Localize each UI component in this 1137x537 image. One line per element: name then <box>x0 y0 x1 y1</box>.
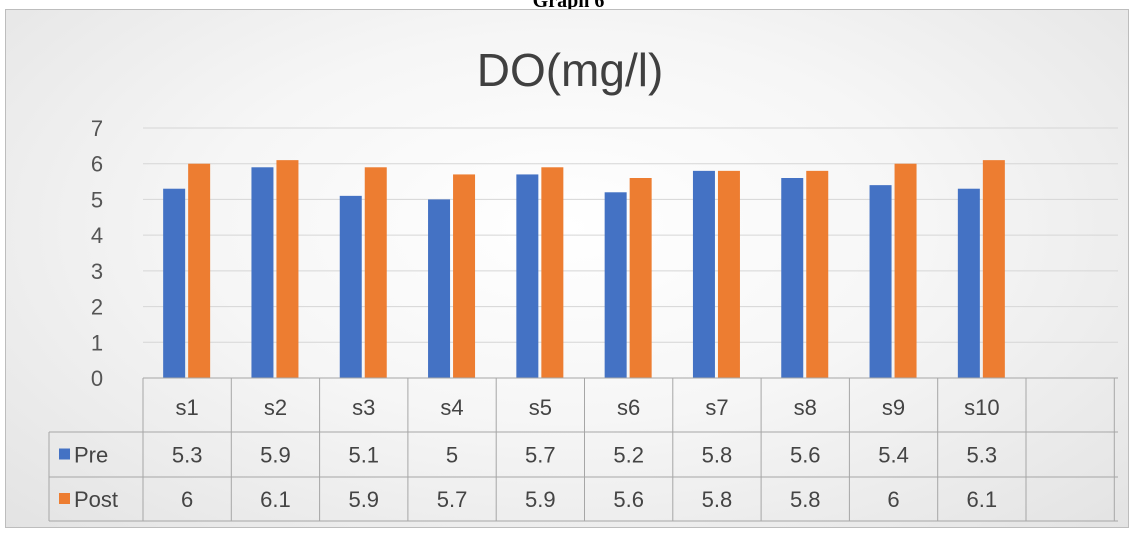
bar-post-s2 <box>276 160 299 378</box>
bar-pre-s4 <box>428 199 451 378</box>
value-label-pre-s3: 5.1 <box>348 443 379 468</box>
y-tick-label: 3 <box>91 259 103 284</box>
y-tick-label: 7 <box>91 116 103 141</box>
category-label-s9: s9 <box>882 395 905 420</box>
chart-title: DO(mg/l) <box>477 44 664 96</box>
category-label-s4: s4 <box>440 395 463 420</box>
value-label-pre-s4: 5 <box>446 443 458 468</box>
y-tick-label: 1 <box>91 330 103 355</box>
value-label-pre-s5: 5.7 <box>525 443 556 468</box>
bar-post-s3 <box>364 167 387 378</box>
bar-pre-s6 <box>604 192 627 378</box>
category-label-s5: s5 <box>529 395 552 420</box>
bar-post-s5 <box>541 167 564 378</box>
bar-post-s4 <box>453 174 476 378</box>
data-table: s1 s2 s3 s4 s5 s6 s7 s8 s9 s10 Pre 5.3 5.9 5.1 5 5.7 5.2… <box>48 377 1118 522</box>
value-label-pre-s1: 5.3 <box>172 443 203 468</box>
bar-post-s6 <box>629 178 652 378</box>
bar-post-s7 <box>717 170 740 378</box>
bars <box>163 160 1005 378</box>
bar-pre-s7 <box>692 170 715 378</box>
y-tick-label: 4 <box>91 223 103 248</box>
value-label-post-s2: 6.1 <box>260 487 291 512</box>
value-label-post-s9: 6 <box>887 487 899 512</box>
bar-post-s1 <box>188 163 211 378</box>
bar-post-s8 <box>806 170 829 378</box>
y-axis: 0 1 2 3 4 5 6 7 <box>91 116 103 391</box>
value-label-post-s4: 5.7 <box>437 487 468 512</box>
value-label-pre-s8: 5.6 <box>790 443 821 468</box>
y-tick-label: 0 <box>91 366 103 391</box>
bar-pre-s1 <box>163 188 186 378</box>
bar-pre-s8 <box>781 178 804 378</box>
value-label-pre-s10: 5.3 <box>967 443 998 468</box>
bar-pre-s10 <box>957 188 980 378</box>
bar-pre-s9 <box>869 185 892 378</box>
value-label-post-s1: 6 <box>181 487 193 512</box>
value-label-pre-s7: 5.8 <box>702 443 733 468</box>
y-tick-label: 2 <box>91 295 103 320</box>
legend-key-pre <box>59 448 70 460</box>
bar-pre-s3 <box>339 195 362 378</box>
value-label-pre-s2: 5.9 <box>260 443 291 468</box>
y-tick-label: 6 <box>91 152 103 177</box>
value-label-post-s7: 5.8 <box>702 487 733 512</box>
bar-post-s10 <box>982 160 1005 378</box>
category-label-s6: s6 <box>617 395 640 420</box>
category-label-s1: s1 <box>176 395 199 420</box>
legend-label-post: Post <box>74 487 118 512</box>
value-label-pre-s9: 5.4 <box>878 443 909 468</box>
bar-pre-s2 <box>251 167 274 378</box>
value-label-post-s10: 6.1 <box>967 487 998 512</box>
category-label-s3: s3 <box>352 395 375 420</box>
category-label-s10: s10 <box>964 395 999 420</box>
value-label-post-s5: 5.9 <box>525 487 556 512</box>
category-label-s8: s8 <box>794 395 817 420</box>
value-label-post-s3: 5.9 <box>348 487 379 512</box>
y-tick-label: 5 <box>91 187 103 212</box>
bar-pre-s5 <box>516 174 539 378</box>
legend-key-post <box>59 493 70 504</box>
value-label-pre-s6: 5.2 <box>613 443 644 468</box>
bar-post-s9 <box>894 163 917 378</box>
category-label-s2: s2 <box>264 395 287 420</box>
value-label-post-s6: 5.6 <box>613 487 644 512</box>
category-label-s7: s7 <box>705 395 728 420</box>
legend-label-pre: Pre <box>74 443 108 468</box>
value-label-post-s8: 5.8 <box>790 487 821 512</box>
